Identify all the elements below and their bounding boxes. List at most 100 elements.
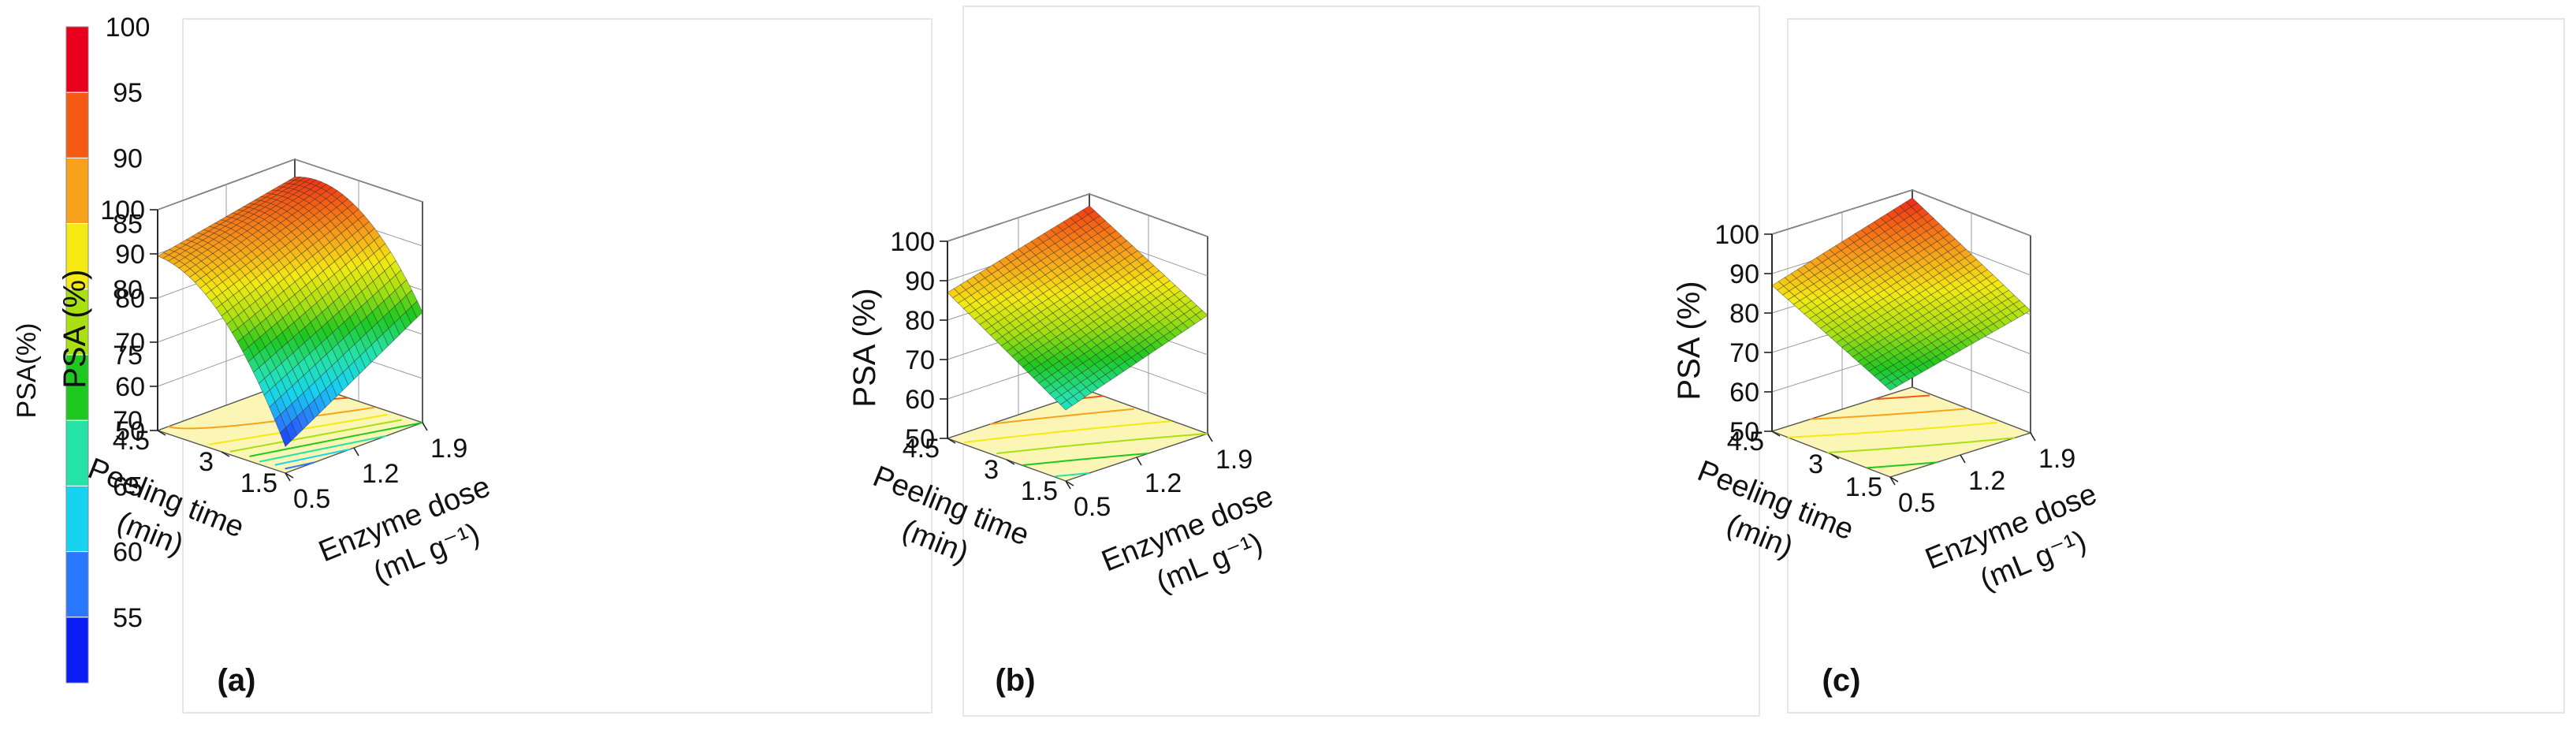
y-tick-label: 0.5: [1074, 492, 1111, 522]
colorbar-block: [65, 617, 89, 684]
floor-contour: [229, 419, 402, 453]
y-tick: [1065, 480, 1071, 490]
colorbar-tick-label: 65: [113, 472, 143, 501]
floor-contour: [996, 433, 1208, 455]
x-tick: [157, 430, 166, 436]
x-tick-label: 1.5: [1021, 476, 1058, 506]
colorbar-border: [65, 26, 89, 684]
floor-contour: [964, 420, 1171, 444]
z-tick-label: 80: [1729, 299, 1759, 329]
colorbar-tick-label: 70: [113, 406, 143, 436]
y-tick: [1889, 476, 1896, 486]
y-tick: [1207, 433, 1213, 442]
colorbar-tick-label: 55: [113, 603, 143, 633]
x-tick: [221, 451, 230, 457]
z-tick-label: 50: [905, 424, 935, 454]
x-tick: [1830, 453, 1840, 460]
panel-frame-c: [1787, 18, 2565, 714]
x-tick-label: 4.5: [1727, 427, 1764, 457]
y-tick: [2030, 432, 2036, 442]
y-tick-label: 0.5: [293, 484, 330, 514]
x-tick: [1065, 480, 1074, 486]
x-tick-label: 1.5: [240, 468, 277, 498]
x-tick-label: 4.5: [113, 426, 150, 456]
y-tick: [1136, 457, 1142, 466]
floor-contour: [1866, 461, 1938, 469]
y-tick-label: 1.2: [1968, 466, 2005, 496]
y-tick-label: 1.9: [430, 434, 467, 464]
z-tick-label: 90: [1729, 259, 1759, 289]
z-tick-label: 70: [905, 345, 935, 375]
floor-contour: [1874, 394, 1930, 401]
colorbar-tick-label: 100: [106, 13, 151, 43]
floor-contour: [1810, 408, 1967, 420]
y-tick: [285, 472, 291, 482]
panel-label: (a): [218, 663, 256, 698]
colorbar-tick-label: 95: [113, 78, 143, 108]
floor-contour: [285, 461, 315, 470]
z-tick-label: 80: [115, 284, 145, 314]
surface-cell: [1884, 381, 1897, 391]
wall-gridline: [947, 193, 1208, 242]
y-tick-label: 1.9: [1215, 445, 1253, 475]
y-tick: [353, 447, 359, 457]
z-tick-label: 90: [905, 266, 935, 296]
x-tick: [285, 472, 294, 479]
floor-contour: [274, 448, 351, 466]
y-tick: [422, 422, 428, 431]
x-tick: [1889, 476, 1899, 483]
z-tick-label: 50: [115, 416, 145, 446]
wall-gridline: [1771, 189, 2031, 237]
z-tick-label: 50: [1729, 417, 1759, 447]
y-tick-label: 0.5: [1898, 488, 1935, 518]
colorbar-block: [65, 91, 89, 158]
colorbar-tick-label: 90: [113, 144, 143, 173]
z-tick-label: 70: [115, 328, 145, 358]
z-tick-label: 70: [1729, 338, 1759, 368]
surface-mesh: [157, 177, 423, 448]
y-tick: [1960, 454, 1966, 464]
surface-cell: [279, 427, 292, 448]
surface-cell: [1059, 400, 1073, 411]
floor-contour: [989, 408, 1134, 425]
x-tick-label: 3: [1808, 449, 1823, 479]
colorbar-block: [65, 157, 89, 225]
panel-frame-a: [182, 18, 932, 714]
z-tick-label: 60: [905, 385, 935, 415]
z-tick-label: 100: [1714, 220, 1759, 250]
y-tick-label: 1.2: [1145, 468, 1182, 498]
z-tick-label: 90: [115, 240, 145, 270]
wall-gridline: [157, 158, 423, 211]
colorbar-tick-label: 75: [113, 341, 143, 371]
z-tick-label: 80: [905, 306, 935, 336]
z-axis-title: PSA (%): [847, 288, 882, 407]
colorbar-block: [65, 419, 89, 486]
z-tick-label: 100: [890, 227, 935, 257]
panel-frame-b: [962, 6, 1760, 717]
floor-contour: [249, 422, 423, 457]
z-axis-title: PSA (%): [1672, 281, 1707, 400]
colorbar-tick-label: 85: [113, 210, 143, 240]
colorbar-label: PSA(%): [12, 323, 42, 419]
colorbar-block: [65, 26, 89, 93]
colorbar-tick-label: 60: [113, 538, 143, 568]
floor-contour: [1055, 472, 1090, 478]
colorbar-block: [65, 551, 89, 618]
floor-contour: [168, 406, 375, 430]
z-tick-label: 100: [100, 196, 145, 226]
x-tick: [1771, 430, 1781, 437]
y-tick-label: 1.9: [2038, 444, 2075, 474]
colorbar-tick-label: 80: [113, 275, 143, 305]
x-tick-label: 3: [199, 447, 214, 477]
panel-label: (c): [1822, 663, 1861, 698]
floor-contour: [1022, 453, 1149, 467]
x-tick-label: 4.5: [903, 434, 940, 464]
x-tick: [947, 438, 956, 444]
panel-label: (b): [995, 663, 1035, 698]
y-tick-label: 1.2: [362, 459, 399, 489]
z-axis-title: PSA (%): [58, 270, 92, 389]
x-tick-label: 3: [984, 455, 999, 485]
